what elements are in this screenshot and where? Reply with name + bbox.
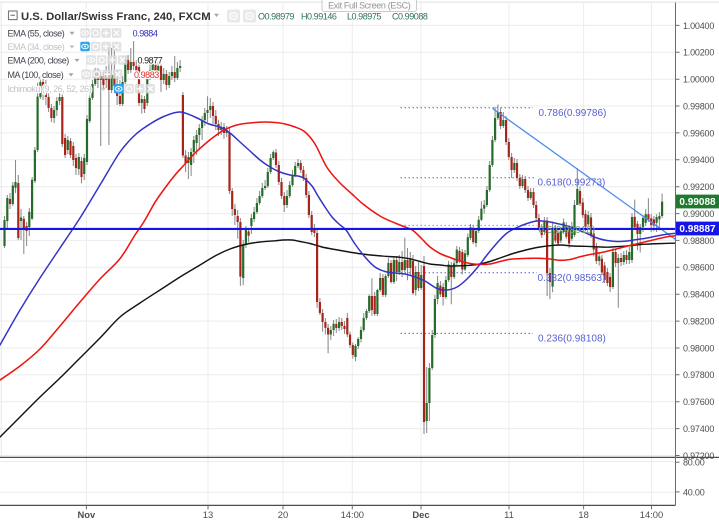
svg-text:0.5(0.98918): 0.5(0.98918) (539, 225, 596, 236)
svg-text:EMA (200, close): EMA (200, close) (8, 55, 70, 65)
svg-text:Ichimoku (9, 26, 52, 26): Ichimoku (9, 26, 52, 26) (8, 84, 92, 94)
svg-text:40.00: 40.00 (683, 487, 705, 497)
svg-text:EMA (34, close): EMA (34, close) (8, 42, 65, 52)
svg-text:18: 18 (578, 509, 588, 520)
svg-text:0.9883: 0.9883 (134, 70, 159, 80)
svg-text:Nov: Nov (78, 509, 96, 520)
svg-text:0.98887: 0.98887 (679, 224, 716, 235)
svg-text:1.00400: 1.00400 (683, 21, 714, 31)
svg-text:0.97600: 0.97600 (683, 397, 714, 407)
svg-text:0.786(0.99786): 0.786(0.99786) (539, 108, 607, 119)
svg-text:L0.98975: L0.98975 (347, 12, 381, 22)
svg-text:20: 20 (278, 509, 288, 520)
svg-text:0.618(0.99273): 0.618(0.99273) (538, 178, 606, 189)
svg-text:14:00: 14:00 (640, 509, 663, 520)
svg-text:0.98000: 0.98000 (683, 343, 714, 353)
svg-text:0.382(0.98563): 0.382(0.98563) (538, 273, 606, 284)
svg-text:0.99200: 0.99200 (683, 182, 714, 192)
svg-text:0.9877: 0.9877 (138, 56, 163, 66)
svg-text:0.98200: 0.98200 (683, 317, 714, 327)
svg-text:0.9884: 0.9884 (133, 29, 158, 39)
svg-text:0.97800: 0.97800 (683, 370, 714, 380)
svg-text:0.99088: 0.99088 (679, 197, 716, 208)
svg-text:0.99000: 0.99000 (683, 209, 714, 219)
svg-text:U.S. Dollar/Swiss Franc, 240,: U.S. Dollar/Swiss Franc, 240, FXCM (21, 11, 211, 23)
svg-text:80.00: 80.00 (683, 458, 705, 468)
svg-text:Exit Full Screen (ESC): Exit Full Screen (ESC) (328, 1, 411, 11)
svg-text:11: 11 (504, 509, 514, 520)
svg-text:0.98600: 0.98600 (683, 263, 714, 273)
svg-text:1.00200: 1.00200 (683, 48, 714, 58)
svg-text:0.99600: 0.99600 (683, 128, 714, 138)
svg-text:EMA (55, close): EMA (55, close) (8, 28, 65, 38)
svg-text:1.00000: 1.00000 (683, 75, 714, 85)
svg-text:MA (100, close): MA (100, close) (8, 70, 64, 80)
svg-text:C0.99088: C0.99088 (392, 12, 428, 22)
svg-text:0.98800: 0.98800 (683, 236, 714, 246)
svg-text:13: 13 (203, 509, 213, 520)
svg-text:0.99400: 0.99400 (683, 155, 714, 165)
svg-text:O0.98979: O0.98979 (258, 12, 294, 22)
svg-text:14:00: 14:00 (341, 509, 364, 520)
svg-text:0.98400: 0.98400 (683, 290, 714, 300)
svg-text:Dec: Dec (412, 509, 429, 520)
svg-text:0.97200: 0.97200 (683, 451, 714, 461)
svg-text:H0.99146: H0.99146 (301, 12, 337, 22)
svg-text:0.236(0.98108): 0.236(0.98108) (538, 334, 606, 345)
svg-text:0.99800: 0.99800 (683, 101, 714, 111)
svg-text:0.97400: 0.97400 (683, 424, 714, 434)
